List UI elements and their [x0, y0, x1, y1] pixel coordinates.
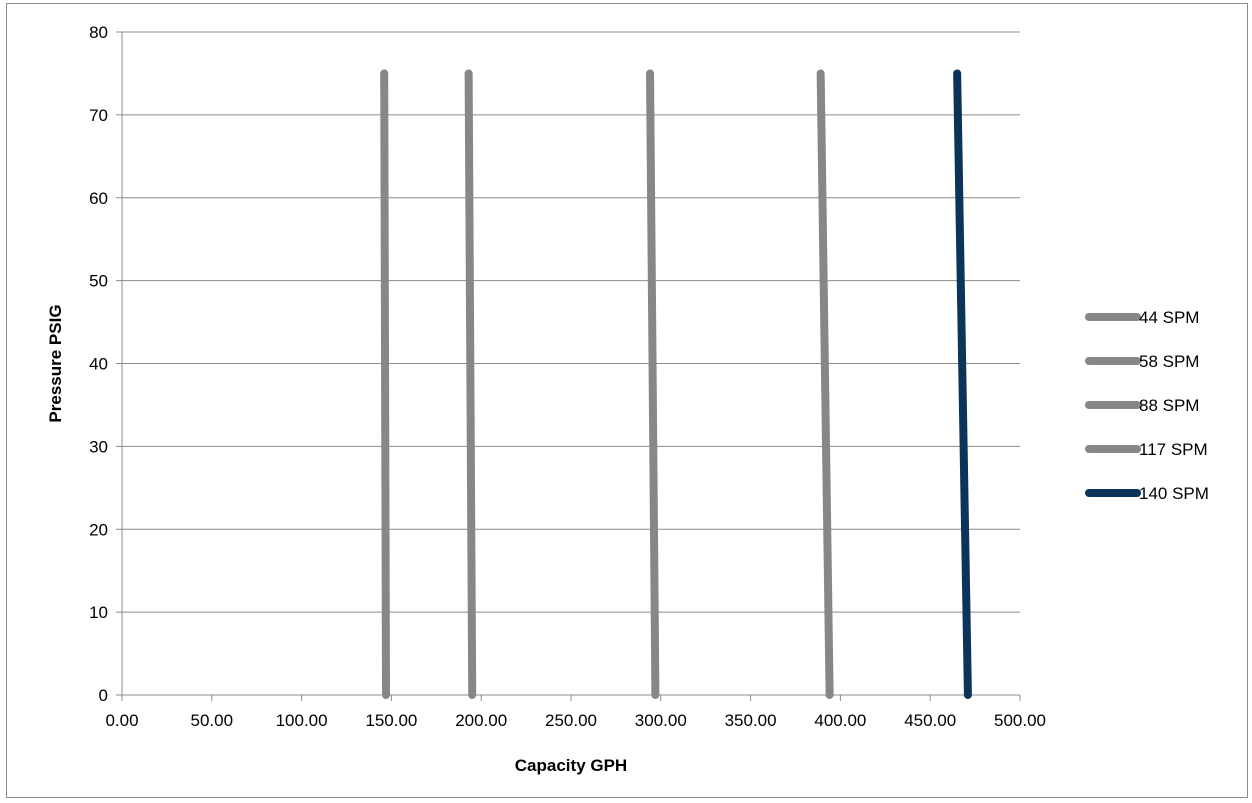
legend-label: 117 SPM	[1139, 440, 1208, 459]
legend-item: 44 SPM	[1085, 308, 1199, 327]
gridlines	[122, 31, 1020, 613]
y-tick-label: 20	[89, 520, 108, 539]
legend-label: 140 SPM	[1139, 484, 1209, 503]
x-tick-label: 250.00	[545, 711, 597, 730]
x-tick-label: 500.00	[994, 711, 1046, 730]
legend-item: 140 SPM	[1085, 484, 1209, 503]
x-tick-label: 150.00	[365, 711, 417, 730]
x-axis-title: Capacity GPH	[515, 756, 627, 775]
y-axis-tick-labels: 0 10 20 30 40 50 60 70 80	[89, 23, 108, 705]
series-line	[646, 69, 660, 699]
y-tick-label: 0	[99, 686, 108, 705]
line-chart: 0 10 20 30 40 50 60 70 80 0.00 50.00 100.00 150.00 2…	[46, 23, 1209, 775]
legend-label: 58 SPM	[1139, 352, 1199, 371]
y-tick-label: 40	[89, 355, 108, 374]
legend-item: 88 SPM	[1085, 396, 1199, 415]
y-tick-label: 70	[89, 106, 108, 125]
x-tick-label: 0.00	[105, 711, 138, 730]
legend: 44 SPM 58 SPM 88 SPM 117 SPM 140 SPM	[1085, 308, 1209, 503]
x-axis-tick-labels: 0.00 50.00 100.00 150.00 200.00 250.00 300.00 3…	[105, 711, 1046, 730]
x-tick-label: 100.00	[276, 711, 328, 730]
legend-item: 117 SPM	[1085, 440, 1208, 459]
y-tick-label: 80	[89, 23, 108, 42]
axes	[116, 31, 1021, 701]
x-tick-label: 450.00	[904, 711, 956, 730]
legend-item: 58 SPM	[1085, 352, 1199, 371]
x-tick-label: 200.00	[455, 711, 507, 730]
series-line	[953, 69, 972, 699]
series-line	[464, 69, 477, 699]
x-tick-label: 350.00	[725, 711, 777, 730]
x-tick-label: 50.00	[191, 711, 234, 730]
series-line	[816, 69, 834, 699]
x-tick-label: 300.00	[635, 711, 687, 730]
chart-frame: 0 10 20 30 40 50 60 70 80 0.00 50.00 100.00 150.00 2…	[6, 3, 1248, 798]
y-tick-label: 60	[89, 189, 108, 208]
legend-label: 88 SPM	[1139, 396, 1199, 415]
x-tick-label: 400.00	[814, 711, 866, 730]
series-line	[380, 69, 391, 699]
series-lines	[380, 69, 972, 699]
y-tick-label: 10	[89, 603, 108, 622]
y-tick-label: 30	[89, 437, 108, 456]
y-tick-label: 50	[89, 272, 108, 291]
y-axis-title: Pressure PSIG	[46, 304, 65, 422]
legend-label: 44 SPM	[1139, 308, 1199, 327]
